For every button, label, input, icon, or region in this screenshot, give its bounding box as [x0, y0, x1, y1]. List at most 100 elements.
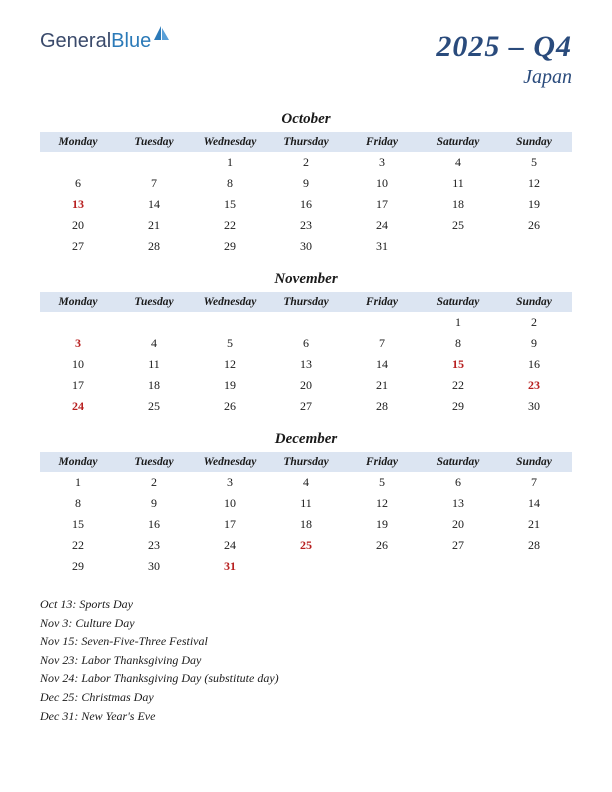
month-block: DecemberMondayTuesdayWednesdayThursdayFr… [40, 431, 572, 577]
calendar-row: 17181920212223 [40, 375, 572, 396]
calendar-row: 22232425262728 [40, 535, 572, 556]
calendar-cell: 28 [496, 535, 572, 556]
calendar-cell: 25 [268, 535, 344, 556]
calendar-cell: 11 [420, 173, 496, 194]
holiday-entry: Dec 25: Christmas Day [40, 688, 572, 707]
calendar-cell: 17 [192, 514, 268, 535]
calendar-cell: 24 [344, 215, 420, 236]
day-header: Monday [40, 452, 116, 472]
logo-text-1: General [40, 30, 111, 53]
calendar-cell: 31 [344, 236, 420, 257]
calendar-cell: 2 [496, 312, 572, 333]
calendar-cell: 15 [192, 194, 268, 215]
holiday-entry: Nov 23: Labor Thanksgiving Day [40, 651, 572, 670]
calendar-cell: 18 [116, 375, 192, 396]
calendar-cell: 17 [344, 194, 420, 215]
day-header: Friday [344, 452, 420, 472]
calendar-cell: 11 [268, 493, 344, 514]
calendar-cell: 3 [192, 472, 268, 493]
country-title: Japan [436, 66, 572, 89]
calendar-row: 10111213141516 [40, 354, 572, 375]
calendar-cell: 19 [496, 194, 572, 215]
calendar-cell: 23 [116, 535, 192, 556]
holiday-entry: Dec 31: New Year's Eve [40, 707, 572, 726]
calendar-row: 293031 [40, 556, 572, 577]
calendar-table: MondayTuesdayWednesdayThursdayFridaySatu… [40, 292, 572, 417]
day-header: Friday [344, 292, 420, 312]
calendar-cell: 7 [496, 472, 572, 493]
calendar-cell: 12 [344, 493, 420, 514]
day-header: Sunday [496, 452, 572, 472]
calendar-cell [496, 236, 572, 257]
calendar-cell: 29 [192, 236, 268, 257]
calendar-cell: 1 [192, 152, 268, 173]
calendar-cell: 8 [192, 173, 268, 194]
logo-text-2: Blue [111, 30, 151, 53]
holiday-list: Oct 13: Sports DayNov 3: Culture Day Nov … [40, 595, 572, 725]
calendar-cell: 22 [192, 215, 268, 236]
calendar-cell: 4 [268, 472, 344, 493]
calendar-cell: 15 [40, 514, 116, 535]
calendar-cell: 14 [496, 493, 572, 514]
day-header: Sunday [496, 292, 572, 312]
calendar-row: 12 [40, 312, 572, 333]
calendar-cell: 13 [420, 493, 496, 514]
calendar-cell [40, 152, 116, 173]
calendar-cell: 20 [268, 375, 344, 396]
calendar-cell: 8 [40, 493, 116, 514]
month-block: November MondayTuesdayWednesdayThursdayFr… [40, 271, 572, 417]
calendar-table: MondayTuesdayWednesdayThursdayFridaySatu… [40, 132, 572, 257]
calendar-row: 24252627282930 [40, 396, 572, 417]
day-header: Monday [40, 132, 116, 152]
calendar-cell: 16 [496, 354, 572, 375]
calendars-container: October MondayTuesdayWednesdayThursdayFri… [40, 111, 572, 577]
calendar-cell [192, 312, 268, 333]
day-header: Sunday [496, 132, 572, 152]
holiday-entry: Nov 3: Culture Day [40, 614, 572, 633]
calendar-table: MondayTuesdayWednesdayThursdayFridaySatu… [40, 452, 572, 577]
calendar-cell [344, 556, 420, 577]
day-header: Wednesday [192, 292, 268, 312]
day-header: Saturday [420, 292, 496, 312]
day-header: Monday [40, 292, 116, 312]
calendar-cell: 20 [40, 215, 116, 236]
day-header: Saturday [420, 132, 496, 152]
calendar-cell: 4 [116, 333, 192, 354]
calendar-cell: 14 [344, 354, 420, 375]
month-block: October MondayTuesdayWednesdayThursdayFri… [40, 111, 572, 257]
calendar-cell: 28 [344, 396, 420, 417]
day-header: Wednesday [192, 132, 268, 152]
calendar-cell [344, 312, 420, 333]
calendar-row: 12345 [40, 152, 572, 173]
calendar-cell: 26 [496, 215, 572, 236]
calendar-cell: 21 [344, 375, 420, 396]
calendar-cell: 7 [116, 173, 192, 194]
calendar-row: 13141516171819 [40, 194, 572, 215]
calendar-cell: 19 [192, 375, 268, 396]
calendar-row: 1234567 [40, 472, 572, 493]
calendar-cell [420, 556, 496, 577]
calendar-cell [420, 236, 496, 257]
calendar-cell: 16 [116, 514, 192, 535]
calendar-row: 20212223242526 [40, 215, 572, 236]
title-block: 2025 – Q4 Japan [436, 30, 572, 89]
calendar-cell: 23 [268, 215, 344, 236]
header: GeneralBlue 2025 – Q4 Japan [40, 30, 572, 89]
calendar-cell: 3 [40, 333, 116, 354]
calendar-cell: 26 [344, 535, 420, 556]
month-name: November [40, 271, 572, 288]
calendar-row: 3456789 [40, 333, 572, 354]
holiday-entry: Oct 13: Sports Day [40, 595, 572, 614]
calendar-cell: 14 [116, 194, 192, 215]
month-name: October [40, 111, 572, 128]
calendar-cell [268, 312, 344, 333]
calendar-cell: 19 [344, 514, 420, 535]
calendar-cell: 21 [496, 514, 572, 535]
calendar-cell: 26 [192, 396, 268, 417]
calendar-cell: 18 [268, 514, 344, 535]
calendar-row: 2728293031 [40, 236, 572, 257]
calendar-cell: 30 [496, 396, 572, 417]
calendar-cell: 16 [268, 194, 344, 215]
calendar-cell: 25 [116, 396, 192, 417]
calendar-cell: 9 [268, 173, 344, 194]
